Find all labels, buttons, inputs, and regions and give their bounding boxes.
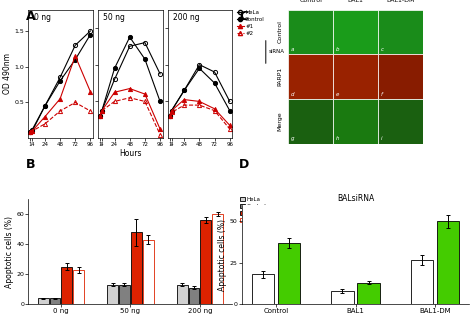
Text: D: D [239, 158, 250, 171]
Bar [378, 99, 423, 144]
Text: 50 ng: 50 ng [103, 13, 125, 23]
Bar [378, 54, 423, 99]
Text: siRNA: siRNA [268, 49, 284, 55]
Bar [73, 270, 84, 304]
Text: f: f [381, 92, 383, 96]
Bar [38, 298, 48, 304]
Text: siRNA: siRNA [346, 236, 363, 242]
Bar [278, 243, 301, 304]
Bar [61, 267, 72, 304]
X-axis label: Hours: Hours [119, 149, 142, 158]
Bar [331, 291, 354, 304]
Bar [212, 214, 223, 304]
Text: PARP1: PARP1 [278, 67, 283, 87]
Text: 0 ng: 0 ng [34, 13, 51, 23]
Legend: HeLa, Control, #1, #2: HeLa, Control, #1, #2 [237, 10, 265, 37]
Bar [189, 288, 200, 304]
Text: h: h [336, 136, 339, 141]
Y-axis label: Apoptotic cells (%): Apoptotic cells (%) [218, 219, 227, 291]
Text: BAL1: BAL1 [347, 0, 364, 3]
Bar [410, 260, 433, 304]
Bar [288, 99, 333, 144]
Text: g: g [291, 136, 294, 141]
Y-axis label: Apoptotic cells (%): Apoptotic cells (%) [5, 216, 14, 288]
Bar [201, 220, 211, 304]
Text: d: d [291, 92, 294, 96]
Text: Control: Control [299, 0, 322, 3]
Text: Control: Control [278, 21, 283, 43]
Bar [119, 285, 130, 304]
Text: Merge: Merge [278, 112, 283, 132]
Bar [252, 275, 274, 304]
Text: BAL1-DM: BAL1-DM [386, 0, 415, 3]
Text: 200 ng: 200 ng [173, 13, 200, 23]
Legend: HeLa, Control, #1, #2: HeLa, Control, #1, #2 [239, 197, 267, 223]
Bar [437, 222, 459, 304]
Bar [107, 285, 118, 304]
Bar [357, 283, 380, 304]
Text: e: e [336, 92, 339, 96]
Bar [177, 285, 188, 304]
Text: a: a [291, 47, 294, 52]
Bar [288, 54, 333, 99]
Text: B: B [26, 158, 36, 171]
Y-axis label: OD 490nm: OD 490nm [3, 53, 12, 94]
Bar [378, 10, 423, 54]
Text: C: C [239, 10, 248, 23]
Bar [49, 298, 60, 304]
Text: b: b [336, 47, 339, 52]
Bar [143, 240, 154, 304]
Text: c: c [381, 47, 383, 52]
Bar [333, 54, 378, 99]
Title: BALsiRNA: BALsiRNA [337, 194, 374, 203]
Bar [333, 99, 378, 144]
Bar [131, 232, 142, 304]
Text: A: A [26, 10, 36, 23]
Text: i: i [381, 136, 382, 141]
Bar [288, 10, 333, 54]
Bar [333, 10, 378, 54]
